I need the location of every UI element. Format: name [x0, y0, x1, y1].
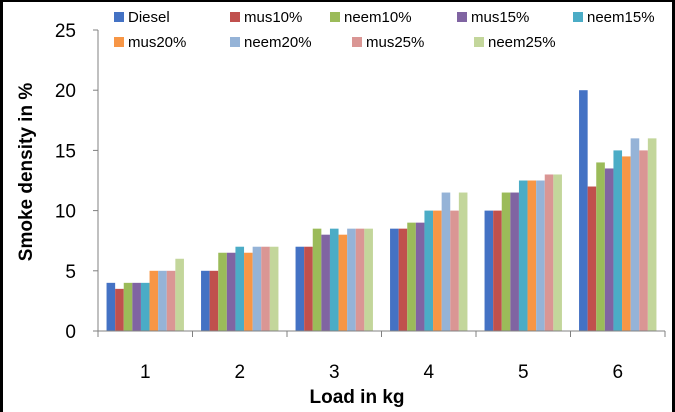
bar-mus25pct-4: [450, 210, 459, 331]
bar-mus25pct-2: [261, 246, 270, 331]
bar-mus10pct-3: [304, 246, 313, 331]
bar-neem20pct-4: [441, 192, 451, 331]
bar-neem10pct-1: [123, 282, 133, 331]
bar-mus10pct-2: [209, 270, 219, 331]
bar-diesel-2: [201, 270, 210, 331]
legend-swatch-neem25pct: [474, 37, 484, 47]
bar-neem15pct-1: [140, 282, 150, 331]
bar-neem15pct-2: [235, 246, 245, 331]
x-tick-label-6: 6: [612, 362, 623, 383]
bar-mus10pct-5: [493, 210, 502, 331]
bar-mus15pct-2: [226, 252, 236, 331]
bar-mus20pct-2: [244, 252, 253, 331]
y-tick-label-15: 15: [55, 141, 76, 162]
legend-label-mus10pct: mus10%: [244, 9, 302, 26]
x-tick-label-5: 5: [518, 362, 529, 383]
bar-neem20pct-5: [536, 180, 545, 331]
bar-neem15pct-6: [613, 150, 623, 331]
bar-mus25pct-1: [166, 270, 176, 331]
x-tick-label-4: 4: [423, 362, 434, 383]
bar-mus15pct-5: [510, 192, 519, 331]
bar-mus10pct-1: [115, 288, 124, 331]
legend-swatch-neem10pct: [330, 12, 340, 22]
legend-label-mus15pct: mus15%: [471, 9, 529, 26]
bar-mus15pct-4: [415, 222, 425, 331]
y-tick-label-10: 10: [55, 202, 76, 223]
bars-group: [106, 90, 657, 331]
x-tick-label-1: 1: [140, 362, 151, 383]
bar-neem15pct-5: [518, 180, 528, 331]
bar-mus15pct-3: [321, 234, 330, 331]
legend-swatch-neem15pct: [573, 12, 583, 22]
legend-swatch-diesel: [114, 12, 124, 22]
legend-label-neem10pct: neem10%: [344, 9, 412, 26]
x-tick-label-3: 3: [329, 362, 340, 383]
bar-mus20pct-5: [527, 180, 537, 331]
y-tick-label-5: 5: [65, 262, 76, 283]
bar-diesel-3: [295, 246, 305, 331]
legend: Diesel mus10% neem10% mus15% neem15% mus20% ne…: [114, 9, 655, 51]
bar-neem20pct-1: [158, 270, 167, 331]
bar-neem25pct-5: [553, 174, 562, 331]
bar-diesel-5: [484, 210, 494, 331]
legend-label-diesel: Diesel: [128, 9, 170, 26]
bar-diesel-1: [106, 282, 116, 331]
bar-diesel-4: [390, 228, 399, 331]
legend-label-neem25pct: neem25%: [488, 34, 556, 51]
bar-mus25pct-6: [639, 150, 648, 331]
bar-neem10pct-6: [596, 162, 605, 331]
x-ticks-group: 1 2 3 4 5 6: [97, 331, 666, 383]
frame-border-left: [0, 0, 3, 412]
legend-swatch-neem20pct: [230, 37, 240, 47]
bar-neem10pct-3: [312, 228, 322, 331]
bar-diesel-6: [579, 90, 588, 331]
frame-border-right: [672, 0, 675, 412]
legend-label-neem20pct: neem20%: [244, 34, 312, 51]
bar-neem10pct-5: [501, 192, 511, 331]
y-tick-label-20: 20: [55, 81, 76, 102]
y-tick-label-0: 0: [65, 322, 76, 343]
bar-mus20pct-6: [622, 156, 631, 331]
bar-neem25pct-4: [458, 192, 468, 331]
bar-neem20pct-3: [347, 228, 356, 331]
legend-swatch-mus15pct: [457, 12, 467, 22]
legend-label-neem15pct: neem15%: [587, 9, 655, 26]
bar-neem15pct-4: [424, 210, 434, 331]
y-ticks-group: 0 5 10 15 20 25: [55, 21, 98, 343]
y-tick-label-25: 25: [55, 21, 76, 42]
bar-neem25pct-2: [269, 246, 279, 331]
bar-mus25pct-3: [355, 228, 365, 331]
bar-mus10pct-6: [587, 186, 597, 331]
y-axis-title: Smoke density in %: [16, 83, 37, 262]
bar-mus15pct-1: [132, 282, 141, 331]
bar-mus10pct-4: [398, 228, 408, 331]
legend-swatch-mus20pct: [114, 37, 124, 47]
frame-border-top: [0, 0, 675, 2]
bar-neem25pct-3: [364, 228, 373, 331]
legend-label-mus25pct: mus25%: [366, 34, 424, 51]
x-axis-title: Load in kg: [310, 387, 405, 408]
x-tick-label-2: 2: [234, 362, 245, 383]
bar-neem25pct-6: [647, 138, 657, 331]
bar-neem15pct-3: [329, 228, 339, 331]
bar-neem25pct-1: [175, 258, 184, 331]
bar-mus25pct-5: [544, 174, 554, 331]
bar-mus20pct-4: [433, 210, 442, 331]
legend-swatch-mus25pct: [352, 37, 362, 47]
bar-neem10pct-4: [407, 222, 416, 331]
bar-neem20pct-6: [630, 138, 640, 331]
legend-swatch-mus10pct: [230, 12, 240, 22]
bar-neem10pct-2: [218, 252, 227, 331]
legend-label-mus20pct: mus20%: [128, 34, 186, 51]
bar-mus20pct-1: [149, 270, 159, 331]
bar-mus15pct-6: [604, 168, 614, 331]
bar-neem20pct-2: [252, 246, 262, 331]
bar-mus20pct-3: [338, 234, 348, 331]
